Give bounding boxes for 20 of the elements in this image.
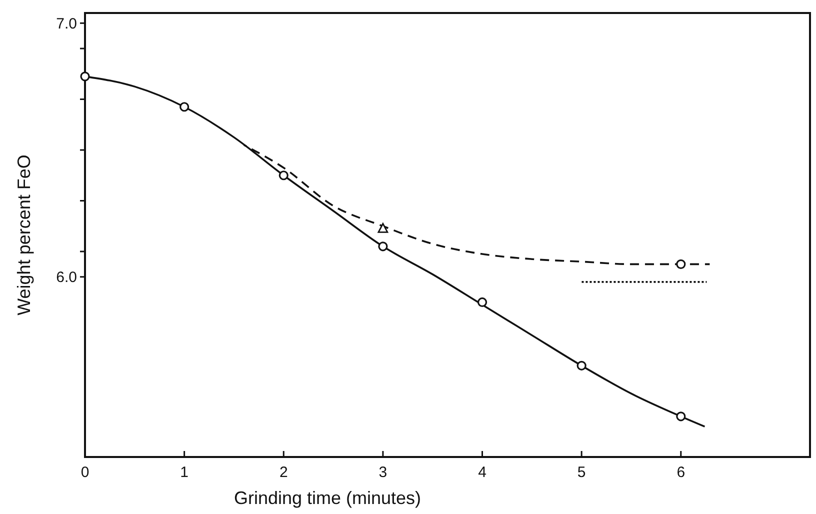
point xyxy=(676,259,686,269)
point xyxy=(477,297,488,308)
x-tick-label: 4 xyxy=(478,464,486,481)
point xyxy=(278,170,288,180)
x-tick-label: 5 xyxy=(577,464,586,481)
point xyxy=(576,360,586,370)
x-tick-label: 3 xyxy=(378,464,388,481)
x-tick-label: 0 xyxy=(80,464,90,481)
point xyxy=(80,72,90,82)
x-axis-title: Grinding time (minutes) xyxy=(234,488,422,508)
x-tick-label: 2 xyxy=(279,464,288,481)
x-tick-label: 1 xyxy=(180,464,188,481)
point xyxy=(676,412,686,422)
point xyxy=(378,242,388,252)
y-tick-label: 6.0 xyxy=(56,269,77,286)
x-tick-label: 6 xyxy=(676,464,686,481)
y-tick-label: 7.0 xyxy=(56,15,77,32)
y-axis-title: Weight percent FeO xyxy=(14,154,34,316)
point xyxy=(378,222,388,233)
point xyxy=(180,102,190,112)
